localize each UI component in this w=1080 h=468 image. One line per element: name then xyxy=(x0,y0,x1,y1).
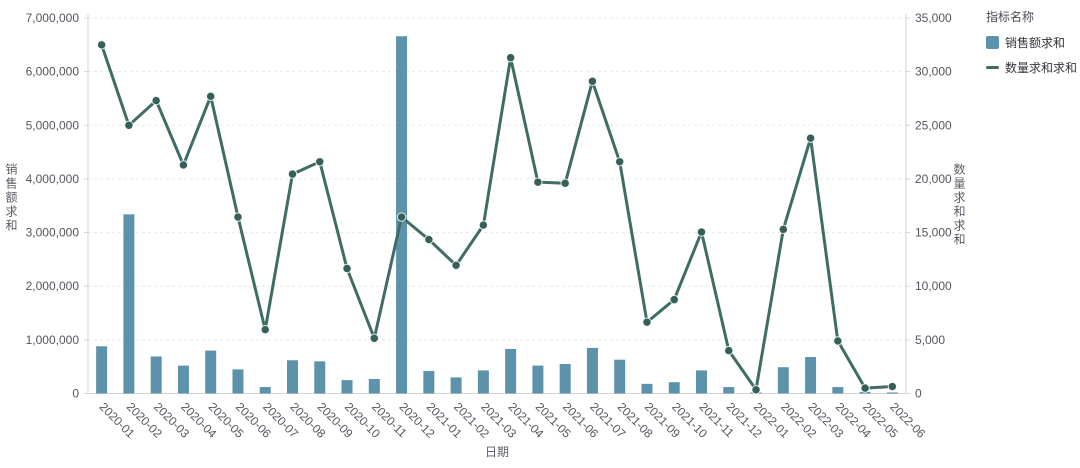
bar[interactable] xyxy=(423,370,435,394)
right-axis-tick-label: 20,000 xyxy=(915,172,952,186)
bar-swatch-icon xyxy=(986,36,999,49)
left-axis-tick-label: 1,000,000 xyxy=(26,333,80,347)
bar[interactable] xyxy=(696,370,707,394)
line-point[interactable] xyxy=(342,263,352,274)
left-axis-title: 销售额求和 xyxy=(4,163,18,233)
left-axis-tick-label: 6,000,000 xyxy=(26,65,80,79)
bar[interactable] xyxy=(259,387,271,394)
legend-title: 指标名称 xyxy=(986,10,1035,24)
bar[interactable] xyxy=(641,383,653,394)
line-point[interactable] xyxy=(151,95,161,106)
bar[interactable] xyxy=(777,367,789,394)
bar[interactable] xyxy=(832,387,844,394)
left-axis-tick-label: 7,000,000 xyxy=(26,11,80,25)
line-point[interactable] xyxy=(833,336,843,346)
right-axis-tick-label: 5,000 xyxy=(915,333,945,347)
legend: 指标名称 销售额求和 数量求和求和 xyxy=(986,8,1077,84)
line-point[interactable] xyxy=(206,91,216,102)
x-axis-title: 日期 xyxy=(484,445,509,459)
line-point[interactable] xyxy=(178,160,189,170)
bar[interactable] xyxy=(368,379,380,394)
line-point[interactable] xyxy=(287,169,298,179)
line-swatch-icon xyxy=(986,66,999,69)
line-point[interactable] xyxy=(860,383,870,393)
line-point[interactable] xyxy=(887,381,898,392)
legend-item-label: 数量求和求和 xyxy=(1005,61,1078,75)
right-axis-title: 数量求和求和 xyxy=(952,163,966,247)
bar[interactable] xyxy=(287,360,298,394)
bar[interactable] xyxy=(668,382,680,394)
bar[interactable] xyxy=(205,350,217,394)
bar[interactable] xyxy=(505,348,517,394)
bar[interactable] xyxy=(123,214,135,394)
line-point[interactable] xyxy=(724,345,734,356)
line-point[interactable] xyxy=(96,40,107,50)
bar[interactable] xyxy=(586,347,598,394)
bar[interactable] xyxy=(532,365,544,394)
right-axis-tick-label: 15,000 xyxy=(915,226,952,240)
bar[interactable] xyxy=(886,392,898,394)
line-point[interactable] xyxy=(778,224,788,235)
line-point[interactable] xyxy=(533,177,543,187)
bar[interactable] xyxy=(477,370,489,394)
bar[interactable] xyxy=(96,346,108,394)
line-point[interactable] xyxy=(124,120,134,130)
left-axis-tick-label: 3,000,000 xyxy=(26,226,80,240)
bar[interactable] xyxy=(314,361,326,394)
line-point[interactable] xyxy=(478,220,489,230)
line-point[interactable] xyxy=(233,212,243,222)
bar[interactable] xyxy=(232,369,244,394)
line-point[interactable] xyxy=(696,227,707,237)
line-point[interactable] xyxy=(424,234,434,245)
line-point[interactable] xyxy=(560,178,570,188)
line-series xyxy=(100,43,894,392)
bar[interactable] xyxy=(614,359,626,394)
bar[interactable] xyxy=(341,380,353,394)
bar[interactable] xyxy=(805,357,817,394)
left-axis-tick-label: 2,000,000 xyxy=(26,279,80,293)
line-point[interactable] xyxy=(805,133,816,143)
line-point[interactable] xyxy=(260,324,270,335)
line-point[interactable] xyxy=(369,333,379,343)
legend-item-quantity-sum[interactable]: 数量求和求和 xyxy=(986,59,1077,76)
line-point[interactable] xyxy=(642,317,652,327)
left-axis-tick-label: 5,000,000 xyxy=(26,118,80,132)
line-point[interactable] xyxy=(396,212,407,222)
line-point[interactable] xyxy=(451,260,461,270)
legend-item-sales-sum[interactable]: 销售额求和 xyxy=(986,34,1077,51)
left-axis-tick-label: 4,000,000 xyxy=(26,172,80,186)
right-axis-tick-label: 30,000 xyxy=(915,65,952,79)
bar[interactable] xyxy=(150,356,162,394)
line-point[interactable] xyxy=(669,294,679,305)
line-point[interactable] xyxy=(587,76,598,86)
line-point[interactable] xyxy=(751,385,761,395)
right-axis-tick-label: 25,000 xyxy=(915,118,952,132)
line-point[interactable] xyxy=(615,157,625,167)
left-axis-tick-label: 0 xyxy=(72,387,79,401)
legend-item-label: 销售额求和 xyxy=(1005,36,1066,50)
right-axis-tick-label: 0 xyxy=(915,387,922,401)
bar[interactable] xyxy=(177,365,189,394)
bar[interactable] xyxy=(723,387,735,394)
line-point[interactable] xyxy=(505,52,516,63)
right-axis-tick-label: 35,000 xyxy=(915,11,952,25)
bar[interactable] xyxy=(450,377,462,394)
right-axis-tick-label: 10,000 xyxy=(915,279,952,293)
line-point[interactable] xyxy=(315,157,325,167)
bar[interactable] xyxy=(559,363,571,394)
